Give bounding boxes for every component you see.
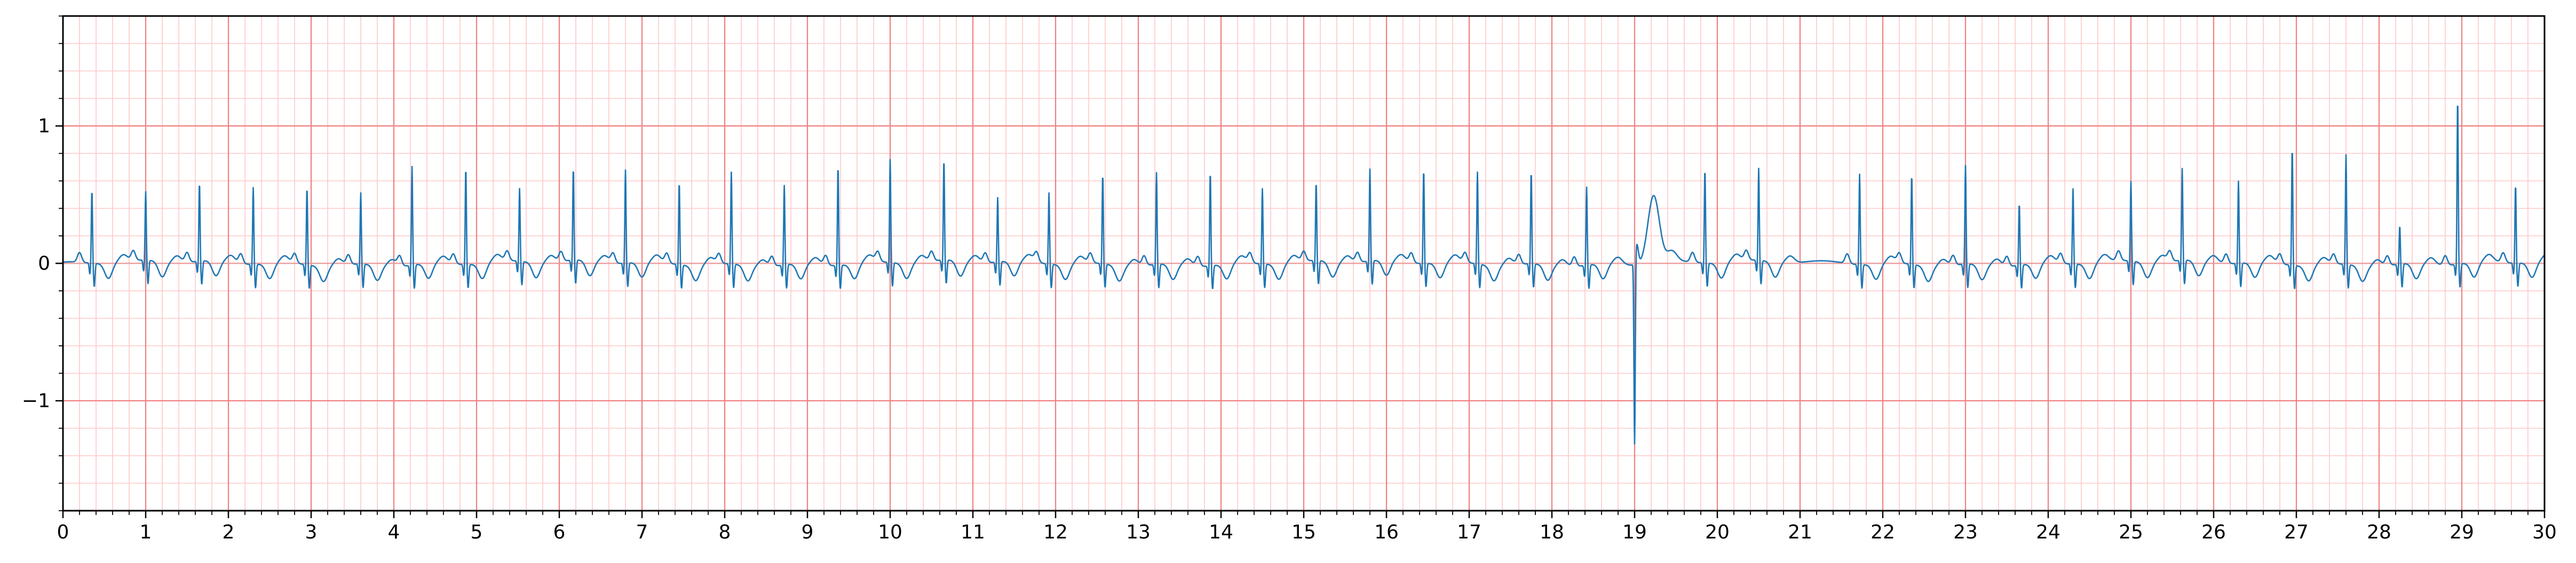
x-tick-label: 18 — [1540, 521, 1564, 543]
x-tick-label: 6 — [553, 521, 566, 543]
x-tick-label: 9 — [802, 521, 814, 543]
x-tick-label: 7 — [636, 521, 648, 543]
x-tick-label: 27 — [2284, 521, 2309, 543]
x-tick-label: 0 — [57, 521, 69, 543]
x-tick-label: 1 — [140, 521, 152, 543]
x-tick-label: 22 — [1870, 521, 1895, 543]
x-tick-label: 10 — [878, 521, 902, 543]
x-tick-label: 25 — [2119, 521, 2143, 543]
x-tick-label: 16 — [1374, 521, 1399, 543]
x-tick-label: 5 — [471, 521, 483, 543]
x-tick-label: 8 — [719, 521, 731, 543]
x-tick-label: 11 — [961, 521, 985, 543]
x-axis: 0 1 2 3 4 5 6 7 8 9 10 11 12 13 14 15 16 17 18 19 20 21 22 23 24… — [57, 511, 2557, 543]
x-tick-label: 21 — [1788, 521, 1812, 543]
x-tick-label: 4 — [388, 521, 400, 543]
y-tick-label: 1 — [38, 115, 50, 137]
y-tick-label: −1 — [22, 390, 50, 412]
x-tick-label: 28 — [2367, 521, 2391, 543]
x-tick-label: 17 — [1457, 521, 1481, 543]
x-tick-label: 13 — [1126, 521, 1151, 543]
x-tick-label: 2 — [223, 521, 235, 543]
x-tick-label: 15 — [1291, 521, 1316, 543]
y-axis: −1 0 1 — [22, 15, 63, 511]
x-tick-label: 19 — [1622, 521, 1647, 543]
y-tick-label: 0 — [38, 253, 50, 275]
x-tick-label: 23 — [1953, 521, 1978, 543]
x-tick-label: 24 — [2036, 521, 2060, 543]
x-tick-label: 14 — [1209, 521, 1233, 543]
x-tick-label: 30 — [2532, 521, 2557, 543]
ecg-trace — [62, 105, 2545, 445]
x-tick-label: 3 — [305, 521, 318, 543]
x-tick-label: 20 — [1705, 521, 1730, 543]
x-tick-label: 12 — [1043, 521, 1068, 543]
x-tick-label: 26 — [2201, 521, 2226, 543]
x-tick-label: 29 — [2450, 521, 2474, 543]
